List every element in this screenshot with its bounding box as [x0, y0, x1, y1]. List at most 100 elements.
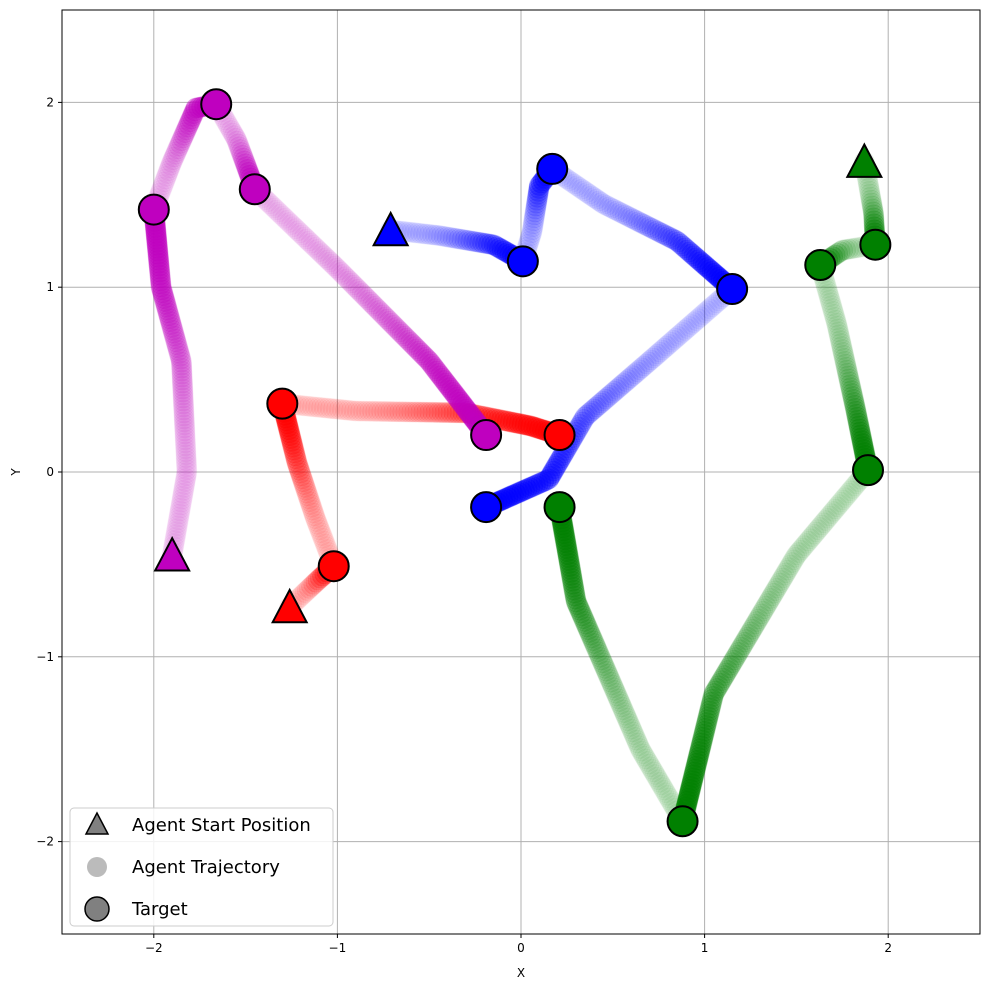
trajectory-dot [592, 652, 614, 674]
trajectory-dot [819, 505, 840, 526]
target-marker [317, 550, 350, 583]
trajectory-dot [368, 300, 390, 322]
trajectory-dot [446, 402, 468, 424]
trajectory-dot [296, 396, 317, 417]
trajectory-dot [692, 253, 714, 275]
trajectory-dot [783, 549, 805, 571]
trajectory-dot [304, 505, 326, 527]
target-marker [852, 454, 885, 487]
trajectory-dot [422, 355, 444, 377]
trajectory-dot [150, 276, 172, 298]
trajectory-dot [172, 127, 194, 149]
trajectory-dot [775, 562, 797, 584]
trajectory-dot [419, 351, 441, 373]
trajectory-dot [838, 368, 860, 390]
trajectory-dot [171, 369, 193, 391]
trajectory-dot [437, 374, 459, 396]
trajectory-dot [171, 495, 192, 516]
trajectory-dot [352, 400, 374, 422]
trajectory-dot [796, 533, 817, 554]
trajectory-dot [526, 192, 548, 214]
trajectory-dot [282, 436, 304, 458]
trajectory-dot [737, 626, 759, 648]
trajectory-dot [642, 347, 664, 369]
legend-box [69, 807, 334, 927]
trajectory-dot [233, 150, 255, 172]
trajectory-dot [542, 460, 564, 482]
trajectory-dot [839, 371, 861, 393]
trajectory-dot [562, 573, 584, 595]
trajectory-dot [155, 293, 177, 315]
trajectory-dot [346, 400, 368, 422]
trajectory-dot [520, 415, 542, 437]
trajectory-dot [755, 595, 777, 617]
x-tick-label: −1 [329, 941, 347, 955]
trajectory-dot [583, 632, 605, 654]
trajectory-dot [457, 400, 479, 422]
trajectory-dot [640, 349, 662, 371]
trajectory-dot [305, 396, 326, 417]
trajectory-dot [332, 399, 353, 420]
trajectory-dot [574, 406, 596, 428]
trajectory-dot [555, 535, 577, 557]
trajectory-dot [355, 287, 377, 309]
trajectory-dot [581, 185, 602, 206]
trajectory-dot [598, 666, 620, 688]
trajectory-dot [171, 357, 193, 379]
trajectory-dot [604, 199, 626, 221]
trajectory-dot [554, 529, 576, 551]
trajectory-dot [463, 230, 485, 252]
trajectory-dot [174, 417, 196, 439]
trajectory-dot [416, 401, 438, 423]
trajectory-dot [630, 740, 652, 762]
trajectory-dot [704, 680, 726, 702]
trajectory-dot [605, 682, 627, 704]
trajectory-dot [451, 393, 473, 415]
trajectory-dot [793, 535, 815, 557]
trajectory-dot [523, 210, 545, 232]
trajectory-dot [376, 401, 398, 423]
trajectory-dot [862, 198, 884, 220]
trajectory-dot [303, 573, 325, 595]
trajectory-dot [800, 528, 821, 549]
trajectory-dot [437, 402, 459, 424]
trajectory-dot [847, 409, 869, 431]
trajectory-dot [688, 743, 710, 765]
trajectory-dot [692, 726, 714, 748]
trajectory-dot [617, 369, 639, 391]
trajectory-dot [156, 299, 178, 321]
start-marker [271, 587, 309, 624]
trajectory-dot [596, 195, 618, 217]
legend-start-icon [84, 811, 110, 835]
trajectory-dot [298, 577, 320, 599]
trajectory-dot [682, 770, 704, 792]
trajectory-dot [646, 220, 668, 242]
trajectory-dot [147, 243, 169, 265]
trajectory-dot [840, 377, 862, 399]
trajectory-dot [420, 353, 442, 375]
target-marker [859, 228, 892, 261]
trajectory-dot [364, 400, 386, 422]
trajectory-dot [522, 216, 544, 238]
trajectory-dot [305, 571, 327, 593]
y-tick-label: 0 [46, 465, 54, 479]
trajectory-dot [703, 682, 725, 704]
trajectory-dot [469, 231, 491, 253]
trajectory-dot [416, 348, 438, 370]
trajectory-dot [590, 192, 612, 214]
trajectory-dot [404, 401, 426, 423]
trajectory-dot [604, 679, 626, 701]
trajectory-dot [383, 314, 405, 336]
trajectory-dot [556, 541, 578, 563]
trajectory-dot [324, 255, 346, 277]
trajectory-dot [172, 393, 194, 415]
trajectory-dot [317, 398, 338, 419]
trajectory-dot [176, 462, 198, 484]
trajectory-dot [335, 399, 356, 420]
trajectory-dot [701, 688, 723, 710]
trajectory-dot [528, 177, 550, 199]
trajectory-dot [154, 171, 175, 192]
trajectory-dot [451, 228, 473, 250]
target-marker [238, 173, 271, 206]
trajectory-dot [699, 298, 720, 319]
